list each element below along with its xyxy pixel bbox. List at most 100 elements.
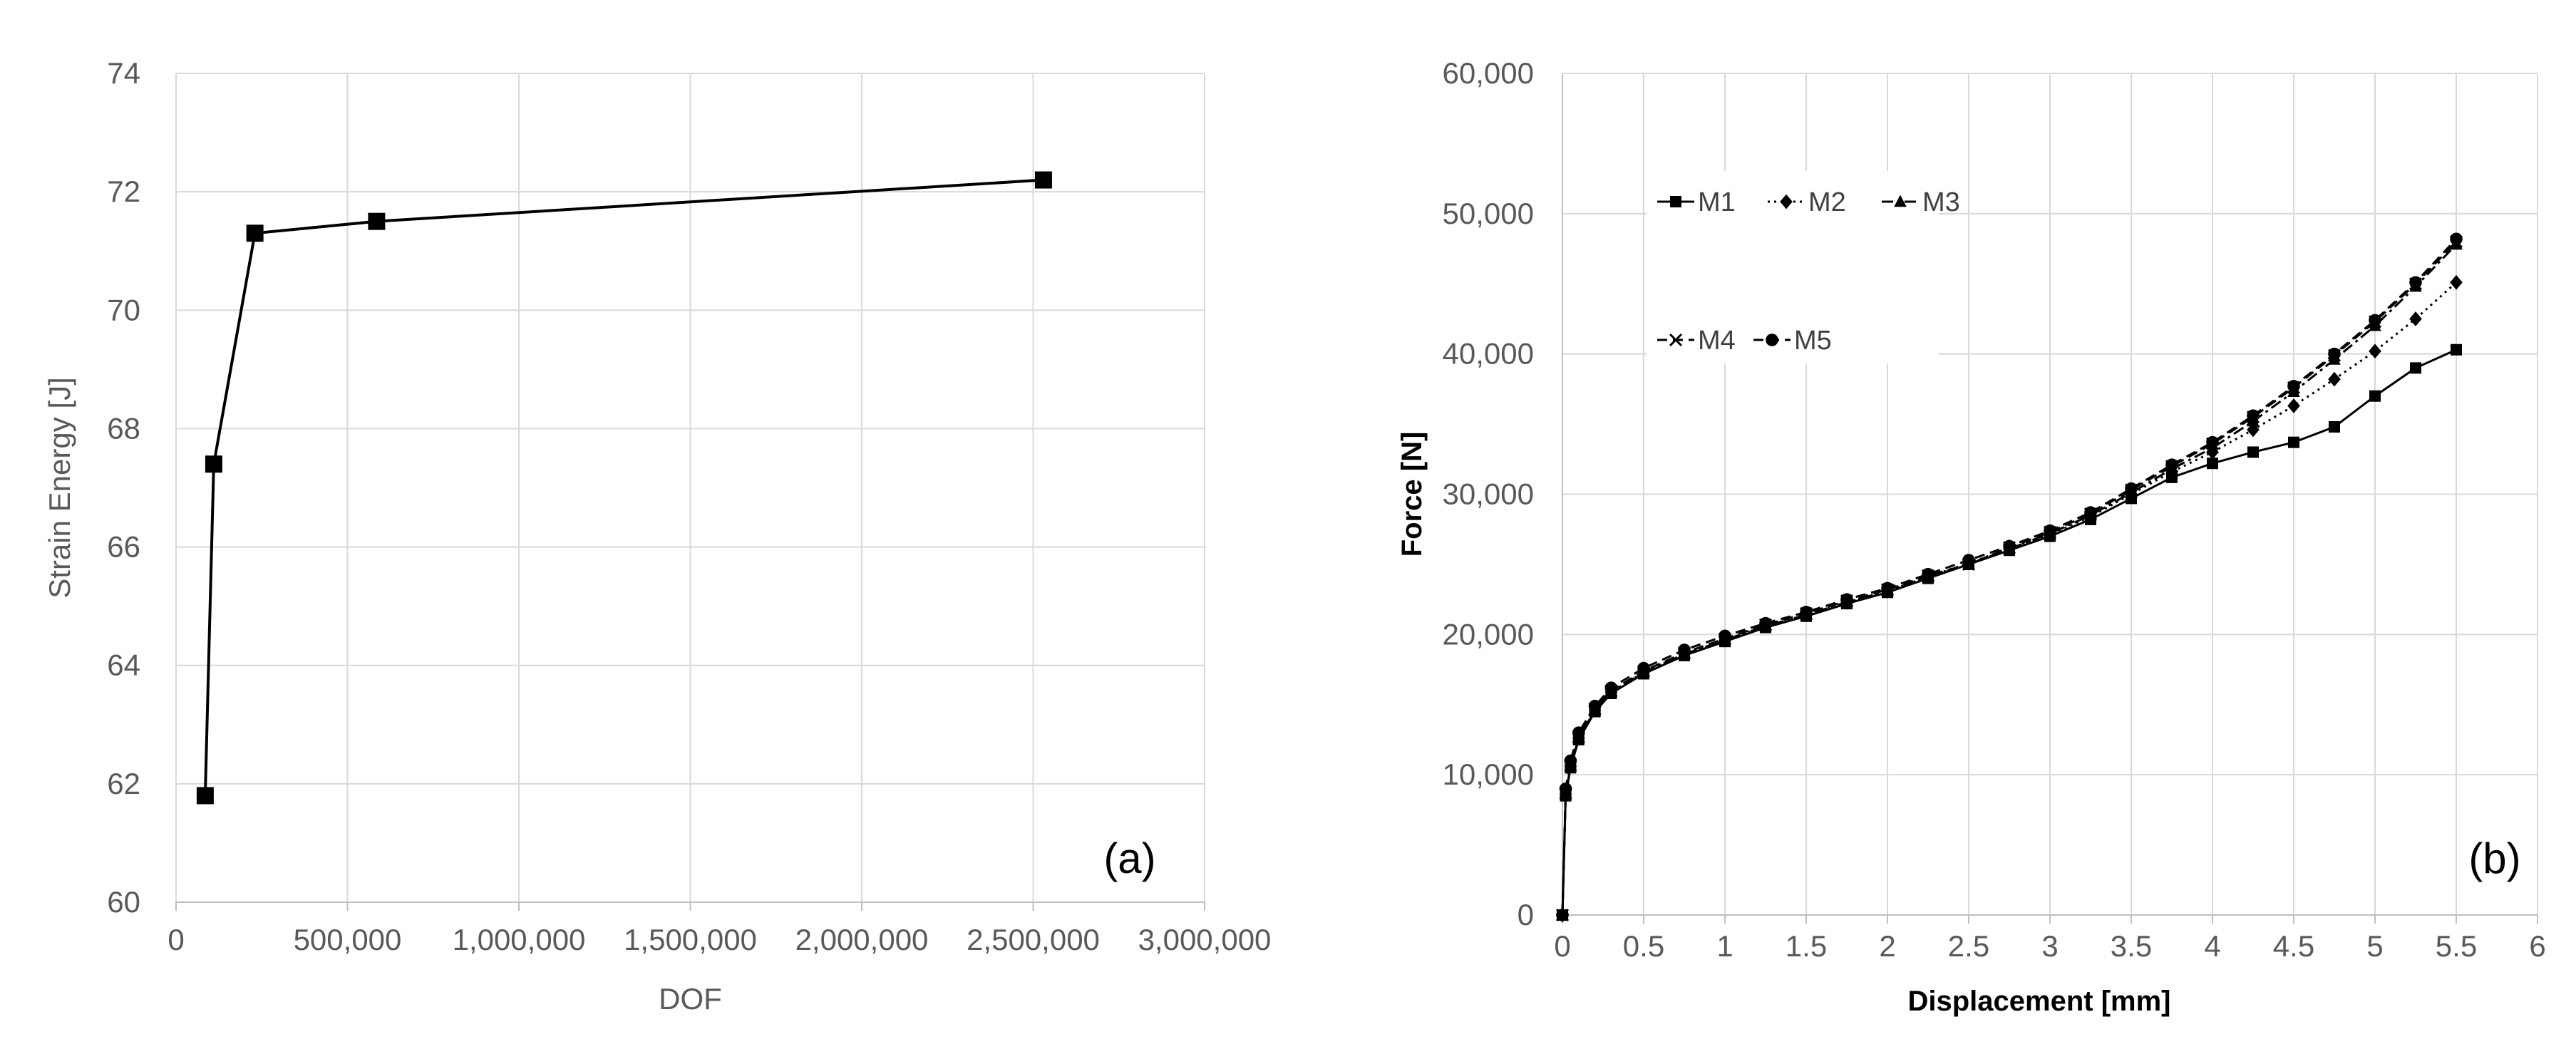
legend-label: M4 bbox=[1698, 326, 1736, 356]
y-tick-label: 68 bbox=[107, 411, 140, 445]
y-tick-label: 60,000 bbox=[1443, 56, 1534, 90]
x-tick-label: 2,000,000 bbox=[795, 923, 929, 956]
x-tick-label: 0 bbox=[1554, 929, 1570, 963]
x-tick-label: 500,000 bbox=[294, 923, 402, 956]
x-tick-label: 1 bbox=[1716, 929, 1733, 963]
data-point bbox=[1840, 593, 1853, 606]
data-point bbox=[1637, 661, 1650, 675]
y-axis-title: Force [N] bbox=[1396, 432, 1428, 557]
data-point bbox=[2369, 390, 2381, 402]
data-point bbox=[2003, 539, 2016, 553]
series-M5 bbox=[1556, 232, 2463, 921]
data-point bbox=[2328, 371, 2341, 387]
y-tick-label: 74 bbox=[107, 56, 140, 90]
x-tick-label: 3,000,000 bbox=[1138, 923, 1272, 956]
x-tick-label: 4.5 bbox=[2273, 929, 2314, 963]
data-point bbox=[1559, 782, 1572, 795]
x-tick-label: 1.5 bbox=[1786, 929, 1827, 963]
data-point bbox=[1588, 699, 1602, 713]
y-tick-label: 10,000 bbox=[1443, 758, 1534, 791]
data-point bbox=[2409, 311, 2422, 326]
data-point bbox=[368, 212, 386, 230]
data-point bbox=[1604, 681, 1618, 694]
data-point bbox=[2328, 347, 2341, 361]
legend-item-M5: M5 bbox=[1753, 326, 1832, 356]
x-tick-label: 1,500,000 bbox=[624, 923, 757, 956]
x-tick-label: 5.5 bbox=[2436, 929, 2477, 963]
data-point bbox=[205, 455, 222, 473]
x-tick-label: 2,500,000 bbox=[967, 923, 1100, 956]
data-point bbox=[1556, 909, 1569, 921]
panel-label: (a) bbox=[1103, 834, 1155, 882]
data-point bbox=[2410, 362, 2421, 374]
legend-item-M3: M3 bbox=[1882, 187, 1960, 217]
data-point bbox=[1564, 754, 1577, 768]
data-point bbox=[2369, 343, 2381, 359]
data-point bbox=[2329, 421, 2340, 433]
y-tick-label: 62 bbox=[107, 767, 140, 800]
x-tick-label: 3 bbox=[2041, 929, 2058, 963]
y-tick-label: 0 bbox=[1518, 898, 1534, 931]
data-point bbox=[2409, 276, 2422, 289]
x-tick-label: 0 bbox=[168, 923, 184, 956]
y-tick-label: 50,000 bbox=[1443, 197, 1534, 230]
data-point bbox=[2451, 343, 2462, 356]
series-line bbox=[1561, 238, 2458, 916]
data-point bbox=[2247, 446, 2259, 458]
x-tick-label: 4 bbox=[2204, 929, 2220, 963]
data-point bbox=[196, 787, 214, 805]
legend-swatch-marker bbox=[1669, 333, 1683, 347]
legend-item-M1: M1 bbox=[1657, 187, 1736, 217]
series-line bbox=[1561, 241, 2458, 916]
data-point bbox=[2044, 524, 2056, 537]
legend-label: M2 bbox=[1808, 187, 1846, 217]
y-tick-label: 64 bbox=[107, 648, 140, 682]
data-point bbox=[2125, 482, 2138, 495]
data-point bbox=[2450, 232, 2463, 246]
x-tick-label: 3.5 bbox=[2111, 929, 2152, 963]
data-point bbox=[2287, 398, 2300, 413]
data-point bbox=[1678, 644, 1691, 656]
y-tick-label: 70 bbox=[107, 293, 140, 326]
x-tick-label: 2 bbox=[1879, 929, 1895, 963]
y-tick-label: 66 bbox=[107, 530, 140, 564]
legend-label: M1 bbox=[1698, 187, 1736, 217]
y-axis-title: Strain Energy [J] bbox=[43, 377, 76, 598]
x-axis-title: Displacement [mm] bbox=[1908, 986, 2171, 1017]
legend-swatch-marker bbox=[1780, 194, 1793, 210]
panel-b: 0 10,000 20,000 30,000 40,000 50,000 60,000 0 0.… bbox=[1396, 56, 2546, 1017]
data-point bbox=[1719, 629, 1731, 643]
legend-item-M4: M4 bbox=[1657, 326, 1736, 356]
data-point bbox=[1881, 582, 1894, 595]
x-tick-label: 1,000,000 bbox=[453, 923, 586, 956]
legend-box bbox=[1647, 171, 1939, 363]
legend-swatch-marker bbox=[1670, 196, 1681, 207]
x-tick-label: 0.5 bbox=[1623, 929, 1664, 963]
y-tick-label: 20,000 bbox=[1443, 617, 1534, 651]
legend-swatch-marker bbox=[1766, 334, 1778, 346]
data-point bbox=[1800, 606, 1813, 619]
series-line bbox=[203, 178, 1044, 796]
legend-label: M3 bbox=[1922, 187, 1960, 217]
x-tick-label: 6 bbox=[2529, 929, 2545, 963]
data-point bbox=[2369, 314, 2381, 327]
series-line bbox=[1561, 281, 2458, 916]
data-point bbox=[1034, 171, 1052, 189]
x-tick-label: 5 bbox=[2366, 929, 2383, 963]
data-point bbox=[1572, 726, 1585, 739]
data-point bbox=[1962, 554, 1975, 567]
x-tick-label: 2.5 bbox=[1948, 929, 1989, 963]
legend-label: M5 bbox=[1794, 326, 1832, 356]
y-tick-label: 40,000 bbox=[1443, 337, 1534, 371]
legend-swatch-marker bbox=[1894, 195, 1907, 207]
data-point bbox=[2288, 436, 2299, 448]
panel-a: 60 62 64 66 68 70 72 74 0 500,000 1,000,000 1,500,0… bbox=[43, 56, 1271, 1016]
series-M1 bbox=[1557, 343, 2462, 921]
legend: M1 M2 M3 M4 M5 bbox=[1647, 171, 1960, 363]
data-point bbox=[2165, 458, 2178, 471]
data-point bbox=[2206, 435, 2219, 449]
data-point bbox=[2207, 458, 2218, 470]
data-point bbox=[2450, 274, 2463, 290]
